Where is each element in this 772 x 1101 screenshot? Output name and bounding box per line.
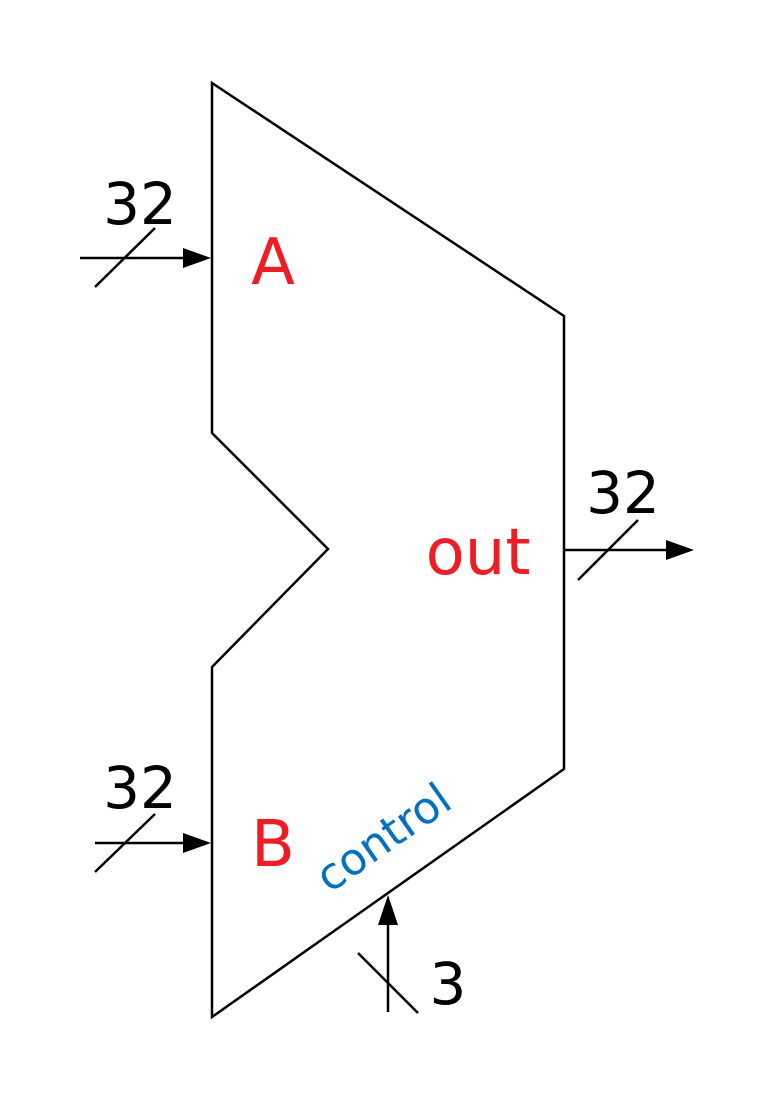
output-label: out [426,516,531,590]
alu-body [210,80,566,1020]
input-b-arrowhead [183,833,211,853]
control-bus: 3 [357,895,467,1018]
input-a-bus: 32 [80,170,211,288]
input-b-bus: 32 [94,754,211,873]
control-width-slash [357,952,419,1014]
output-width-label: 32 [586,459,660,527]
input-a-arrowhead [183,248,211,268]
input-a-width-slash [94,227,156,288]
input-b-width-slash [94,813,156,873]
input-b-width-label: 32 [103,754,177,822]
control-label: control [307,773,461,902]
control-arrowhead [378,895,398,925]
output-arrowhead [666,540,694,560]
output-bus: 32 [564,459,694,581]
input-a-label: A [251,226,295,300]
input-a-width-label: 32 [103,170,177,238]
control-width-label: 3 [430,950,467,1018]
output-width-slash [577,519,639,581]
input-b-label: B [251,808,295,882]
